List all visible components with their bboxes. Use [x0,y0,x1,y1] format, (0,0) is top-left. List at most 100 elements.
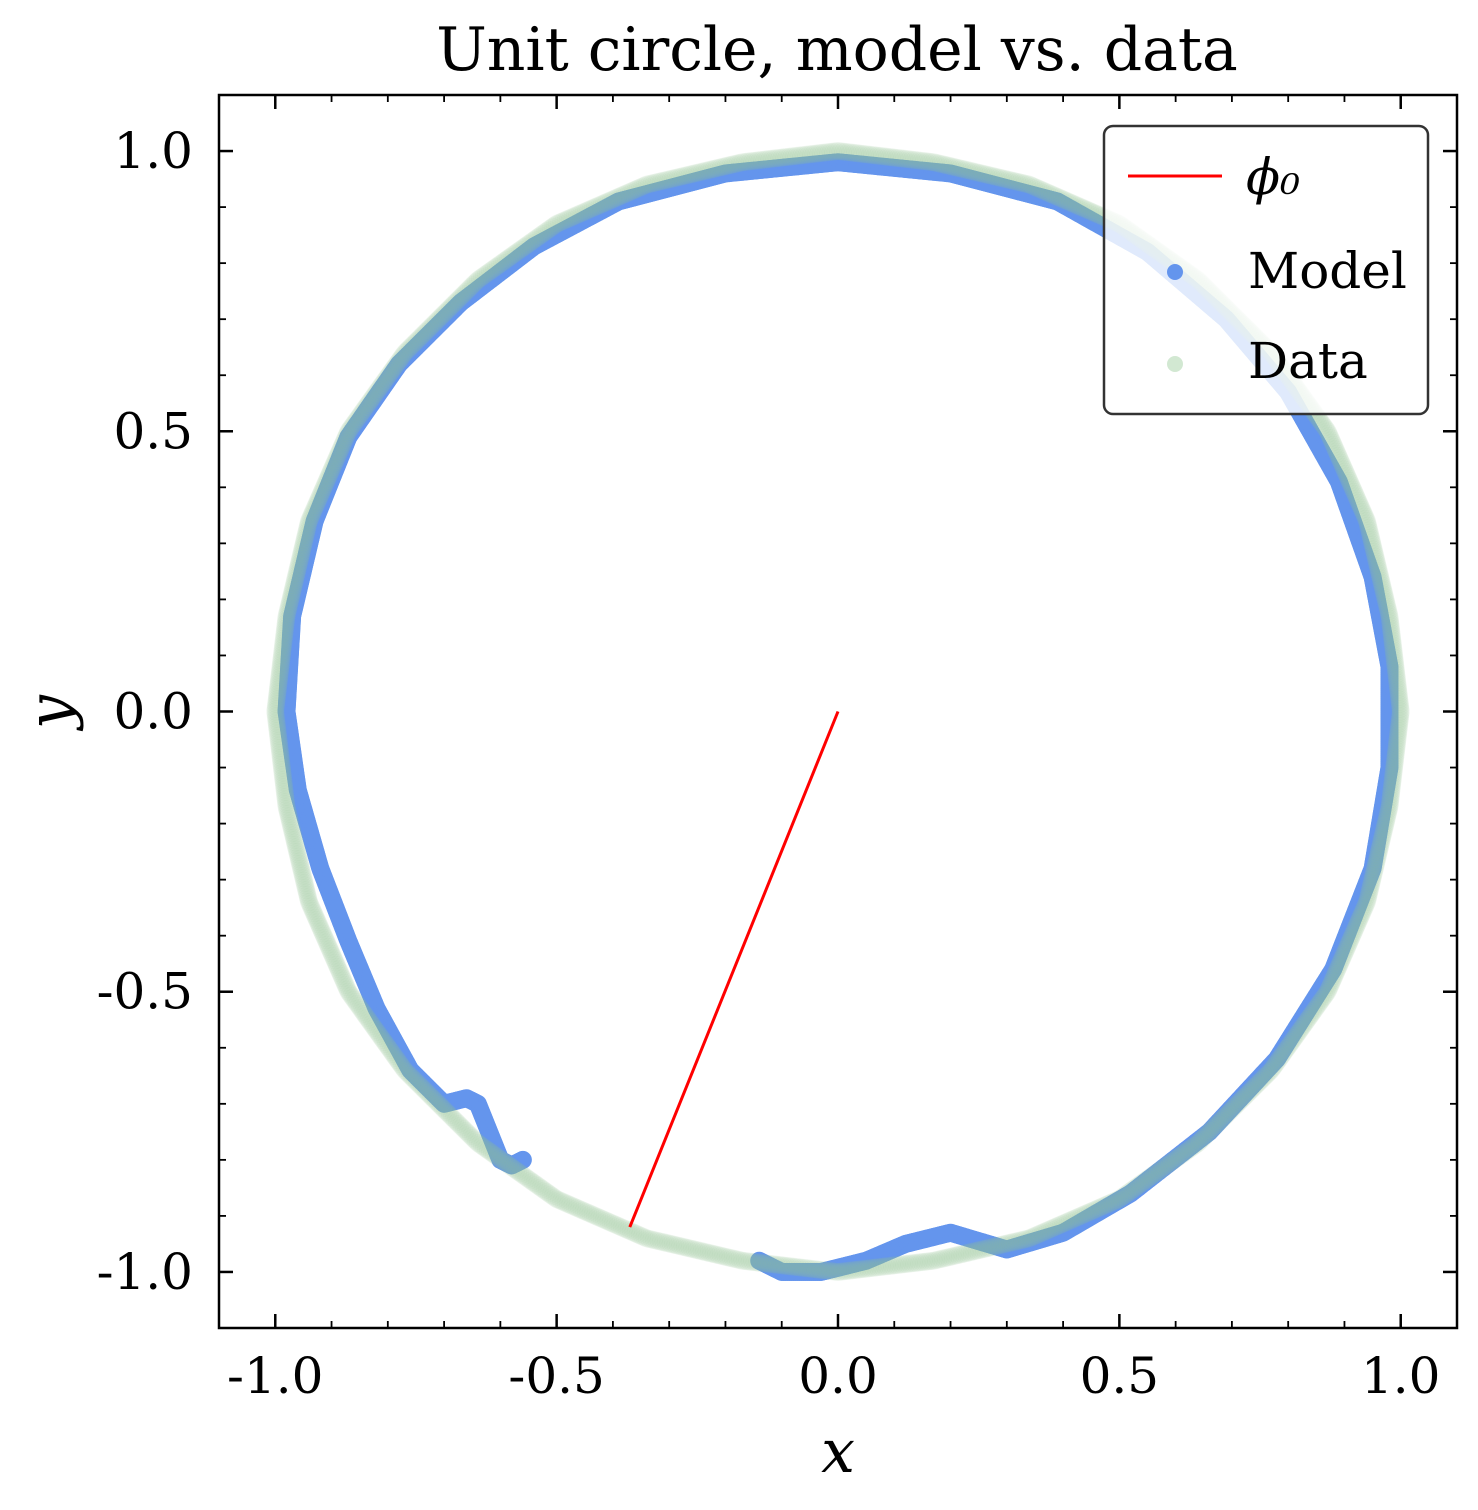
data-point [802,145,821,164]
data-point [1337,464,1356,483]
data-point [716,157,735,176]
data-point [1391,700,1410,719]
data-point [276,792,295,811]
data-point [767,149,786,168]
data-point [680,1239,699,1258]
data-point [348,410,367,429]
data-point [1078,201,1097,220]
data-point [1124,1180,1143,1199]
data-point [998,170,1017,189]
data-point [1368,557,1387,576]
data-point [286,569,305,588]
data-point [1372,571,1391,590]
data-point [384,359,403,378]
data-point [892,149,911,168]
data-point [565,1197,584,1216]
data-point [1179,1141,1198,1160]
data-point [467,1132,486,1151]
data-point [1354,502,1373,521]
data-point [275,783,294,802]
data-point [358,396,377,415]
data-point [943,157,962,176]
data-point [1366,547,1385,566]
data-point [833,142,852,161]
data-point [467,272,486,291]
data-point [760,1254,779,1273]
data-point [1382,780,1401,799]
data-point [960,161,979,180]
data-point [362,390,381,409]
data-point [421,317,440,336]
data-point [733,153,752,172]
data-point [1380,607,1399,626]
data-point [1022,176,1041,195]
data-point [300,893,319,912]
data-point [1327,442,1346,461]
data-point [414,1080,433,1099]
data-point [939,1248,958,1267]
data-point [782,147,801,166]
data-point [728,154,747,173]
data-point [1382,624,1401,643]
data-point [1364,538,1383,557]
data-point [1204,1118,1223,1137]
data-point [375,371,394,390]
data-point [298,888,317,907]
data-point [317,471,336,490]
data-point [428,310,447,329]
data-point [563,1196,582,1215]
data-point [1087,1199,1106,1218]
data-point [279,807,298,826]
data-point [272,753,291,772]
y-tick-label: 0.5 [113,402,193,460]
data-point [537,222,556,241]
data-point [1372,831,1391,850]
data-point [276,612,295,631]
data-point [1027,178,1046,197]
data-point [458,281,477,300]
data-point [330,442,349,461]
data-point [654,171,673,190]
data-point [782,1257,801,1276]
data-point [1285,1029,1304,1047]
data-point [579,1203,598,1222]
data-point [792,146,811,165]
data-point [289,847,308,866]
data-point [735,152,754,171]
data-point [819,143,838,162]
data-point [325,951,344,970]
data-point [1370,566,1389,585]
data-point [633,177,652,196]
data-point [1369,843,1388,862]
data-point [334,433,353,452]
data-point [1321,976,1340,994]
data-point [453,286,472,305]
data-point [875,147,894,166]
data-point [1047,187,1066,206]
data-point [409,329,428,348]
data-point [1295,1014,1314,1033]
data-point [451,288,470,307]
data-point [1336,462,1355,481]
data-point [789,1258,808,1277]
data-point [274,773,293,792]
data-point [478,263,497,282]
data-point [1058,192,1077,211]
data-point [1323,971,1342,990]
data-point [1390,690,1409,709]
data-point [1383,773,1402,792]
data-point [558,210,577,228]
data-point [465,1130,484,1149]
data-point [931,1250,950,1269]
data-point [1302,1004,1321,1023]
data-point [293,866,312,885]
data-point [268,685,287,704]
data-point [269,731,288,750]
data-point [941,157,960,176]
data-point [1299,1008,1318,1027]
data-point [1390,714,1409,733]
data-point [543,217,562,236]
data-point [1357,511,1376,530]
data-point [286,835,305,854]
data-point [1090,1198,1109,1217]
